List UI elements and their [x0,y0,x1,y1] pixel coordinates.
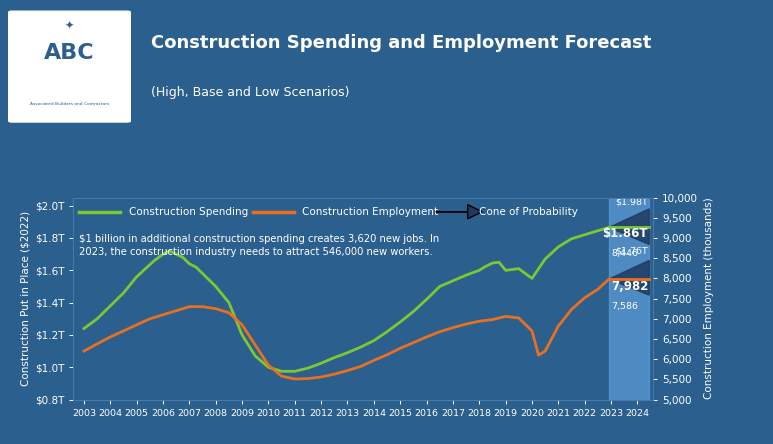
Polygon shape [609,260,649,295]
Text: Cone of Probability: Cone of Probability [479,207,578,217]
Text: $1 billion in additional construction spending creates 3,620 new jobs. In
2023, : $1 billion in additional construction sp… [80,234,440,257]
Text: Construction Spending and Employment Forecast: Construction Spending and Employment For… [151,34,651,52]
Text: $1.86T: $1.86T [602,227,648,240]
Text: ABC: ABC [44,43,95,63]
Y-axis label: Construction Employment (thousands): Construction Employment (thousands) [703,198,713,400]
Text: 7,586: 7,586 [611,301,638,311]
Text: (High, Base and Low Scenarios): (High, Base and Low Scenarios) [151,86,349,99]
FancyArrow shape [436,205,482,219]
Text: $1.76T: $1.76T [615,246,648,255]
Y-axis label: Construction Put in Place ($2022): Construction Put in Place ($2022) [21,211,31,386]
Text: 7,982: 7,982 [611,280,649,293]
Bar [609,198,649,400]
Text: Associated Builders and Contractors: Associated Builders and Contractors [30,102,109,106]
Text: ✦: ✦ [65,21,74,31]
Text: Construction Employment: Construction Employment [302,207,438,217]
Text: $1.98T: $1.98T [615,198,648,207]
Text: 8,446: 8,446 [611,249,638,258]
Polygon shape [609,209,649,245]
FancyBboxPatch shape [8,11,131,122]
Text: Construction Spending: Construction Spending [128,207,248,217]
